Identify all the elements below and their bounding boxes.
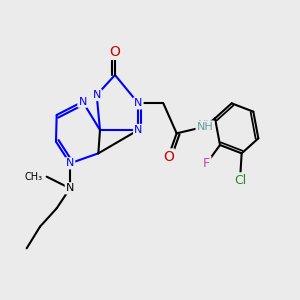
Text: N: N <box>134 98 142 108</box>
Text: N: N <box>134 125 142 135</box>
Text: NH: NH <box>196 122 213 132</box>
Text: N: N <box>92 90 101 100</box>
Text: N: N <box>79 97 87 107</box>
Text: N: N <box>92 90 101 100</box>
Text: N: N <box>66 158 74 168</box>
Text: O: O <box>163 150 174 164</box>
Text: O: O <box>163 150 174 164</box>
Text: CH₃: CH₃ <box>24 172 42 182</box>
Text: N: N <box>66 183 74 193</box>
Text: O: O <box>110 45 120 59</box>
Text: N: N <box>79 97 87 107</box>
Text: F: F <box>203 157 210 170</box>
Text: N: N <box>66 158 74 168</box>
Text: N: N <box>66 183 74 193</box>
Text: Cl: Cl <box>234 173 246 187</box>
Text: NH: NH <box>198 120 215 130</box>
Text: O: O <box>110 45 120 59</box>
Text: F: F <box>203 157 210 170</box>
Text: N: N <box>134 125 142 135</box>
Text: Cl: Cl <box>234 173 246 187</box>
Text: N: N <box>134 98 142 108</box>
